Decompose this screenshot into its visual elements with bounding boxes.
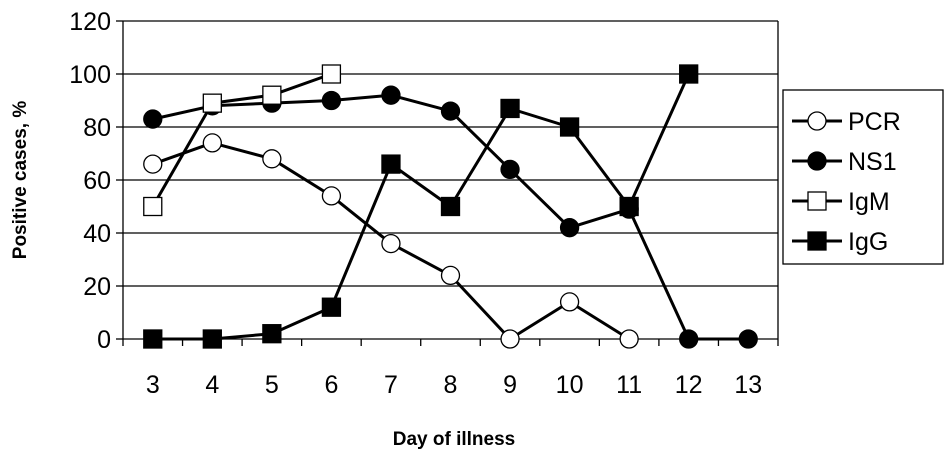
point-ns1-day-3: [143, 109, 163, 129]
point-ns1-day-9: [500, 159, 520, 180]
point-ns1-day-10: [559, 218, 580, 238]
point-igg-day-8: [440, 196, 461, 217]
y-axis-title: Positive cases, %: [10, 101, 31, 260]
x-tick-label-9: 9: [503, 371, 517, 399]
point-igg-day-10: [559, 117, 580, 137]
x-axis-title: Day of illness: [393, 429, 516, 450]
point-igm-day-3: [143, 196, 163, 217]
x-tick-label-8: 8: [444, 371, 458, 399]
y-tick-label-60: 60: [83, 167, 111, 195]
point-pcr-day-5: [262, 149, 282, 169]
x-tick-label-13: 13: [734, 371, 762, 399]
y-tick-label-100: 100: [69, 61, 111, 89]
point-igg-day-6: [321, 297, 342, 317]
point-igg-day-9: [500, 98, 520, 119]
point-ns1-day-6: [321, 90, 342, 111]
point-pcr-day-6: [321, 186, 342, 206]
legend-marker-ns1: [807, 151, 827, 171]
axes: [116, 20, 779, 346]
legend-label-igg: IgG: [848, 228, 888, 256]
series-line-igg: [152, 73, 691, 341]
x-tick-label-6: 6: [324, 371, 338, 399]
point-ns1-day-8: [440, 101, 461, 121]
point-pcr-day-4: [202, 133, 222, 153]
point-igg-day-11: [619, 196, 639, 217]
legend: PCR NS1 IgM IgG: [782, 89, 944, 265]
point-pcr-day-7: [381, 233, 401, 254]
point-igg-day-12: [679, 64, 699, 84]
point-pcr-day-9: [500, 329, 520, 349]
y-tick-label-0: 0: [97, 326, 111, 354]
tick-labels: 0 20 40 60 80 100 120 3 4 5 6 7 8 9 10 11 12 13: [69, 8, 762, 399]
x-tick-label-5: 5: [265, 371, 279, 399]
point-ns1-day-12: [679, 329, 699, 349]
point-pcr-day-8: [440, 265, 461, 286]
x-tick-label-11: 11: [616, 371, 642, 399]
y-tick-label-40: 40: [83, 220, 111, 248]
point-ns1-day-7: [381, 85, 401, 105]
point-igm-day-5: [262, 85, 282, 105]
point-igg-day-4: [202, 329, 222, 349]
y-tick-label-80: 80: [83, 114, 111, 142]
point-igg-day-7: [381, 154, 401, 174]
legend-label-pcr: PCR: [848, 108, 901, 136]
point-igm-day-6: [321, 64, 342, 84]
point-ns1-day-13: [738, 329, 758, 349]
point-igg-day-3: [143, 329, 163, 349]
legend-marker-pcr: [807, 111, 827, 131]
series-line-igm: [151, 72, 332, 208]
point-pcr-day-11: [619, 329, 639, 349]
x-tick-label-4: 4: [205, 371, 219, 399]
legend-label-ns1: NS1: [848, 148, 897, 176]
legend-label-igm: IgM: [848, 188, 890, 216]
legend-marker-igg: [807, 231, 827, 251]
x-tick-label-7: 7: [384, 371, 398, 399]
y-tick-label-20: 20: [83, 273, 111, 301]
series-line-ns1: [152, 93, 749, 341]
point-pcr-day-10: [559, 292, 580, 312]
x-tick-label-3: 3: [146, 371, 160, 399]
x-tick-label-10: 10: [556, 371, 584, 399]
legend-marker-igm: [807, 191, 827, 211]
x-tick-label-12: 12: [675, 371, 703, 399]
grid-lines: [123, 20, 778, 287]
point-pcr-day-3: [143, 154, 163, 174]
point-igm-day-4: [202, 93, 222, 113]
series-markers: [143, 64, 758, 349]
y-tick-label-120: 120: [69, 8, 111, 36]
point-igg-day-5: [262, 324, 282, 344]
